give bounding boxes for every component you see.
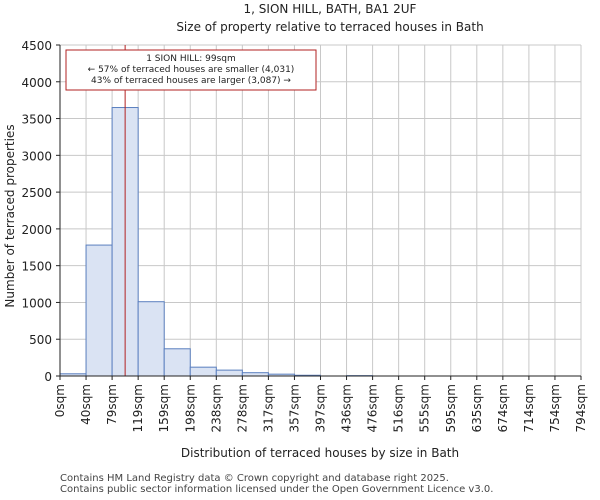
y-tick-label: 1000: [21, 296, 52, 310]
x-tick-label: 397sqm: [314, 384, 328, 432]
annotation-border: [65, 49, 317, 91]
x-tick-label: 794sqm: [574, 384, 588, 432]
histogram-bar: [215, 369, 243, 377]
y-tick-label: 0: [44, 370, 52, 384]
x-tick-label: 357sqm: [287, 384, 301, 432]
histogram-bar: [189, 366, 217, 377]
y-tick-labels: 0 500 1000 1500 2000 2500 3000 3500 4000 4500: [21, 39, 52, 384]
x-tick-label: 674sqm: [496, 384, 510, 432]
y-tick-label: 2500: [21, 186, 52, 200]
x-tick-label: 754sqm: [548, 384, 562, 432]
x-tick-labels: 0sqm 40sqm 79sqm 119sqm 159sqm 198sqm 238sqm 27…: [53, 384, 588, 432]
y-tick-label: 1500: [21, 260, 52, 274]
x-tick-label: 79sqm: [105, 384, 119, 425]
chart-title: 1, SION HILL, BATH, BA1 2UF: [244, 2, 417, 16]
axes: [56, 44, 582, 380]
chart-subtitle: Size of property relative to terraced ho…: [176, 20, 483, 34]
y-tick-label: 4500: [21, 39, 52, 53]
y-tick-label: 2000: [21, 223, 52, 237]
annotation-line-3: 43% of terraced houses are larger (3,087…: [91, 76, 291, 86]
histogram-bar: [137, 301, 165, 377]
x-tick-label: 476sqm: [366, 384, 380, 432]
y-tick-label: 500: [29, 333, 52, 347]
x-tick-label: 198sqm: [183, 384, 197, 432]
annotation-line-1: 1 SION HILL: 99sqm: [146, 54, 236, 64]
x-tick-label: 635sqm: [470, 384, 484, 432]
footer-line-2: Contains public sector information licen…: [60, 484, 494, 495]
y-tick-label: 3500: [21, 113, 52, 127]
annotation-box: 1 SION HILL: 99sqm ← 57% of terraced hou…: [65, 49, 317, 91]
x-tick-label: 278sqm: [235, 384, 249, 432]
x-tick-label: 595sqm: [444, 384, 458, 432]
x-tick-label: 40sqm: [79, 384, 93, 425]
x-axis-label: Distribution of terraced houses by size …: [181, 446, 459, 460]
x-tick-label: 0sqm: [53, 384, 67, 417]
x-tick-label: 516sqm: [392, 384, 406, 432]
y-tick-label: 4000: [21, 76, 52, 90]
x-tick-label: 317sqm: [261, 384, 275, 432]
x-tick-label: 238sqm: [209, 384, 223, 432]
footer-line-1: Contains HM Land Registry data © Crown c…: [60, 473, 449, 484]
x-tick-label: 436sqm: [340, 384, 354, 432]
histogram-bar: [85, 244, 113, 377]
x-tick-label: 555sqm: [418, 384, 432, 432]
y-axis-label: Number of terraced properties: [3, 124, 17, 307]
annotation-line-2: ← 57% of terraced houses are smaller (4,…: [88, 65, 295, 75]
y-tick-label: 3000: [21, 149, 52, 163]
x-tick-label: 119sqm: [131, 384, 145, 432]
x-tick-label: 714sqm: [522, 384, 536, 432]
x-tick-label: 159sqm: [157, 384, 171, 432]
histogram-bar: [163, 348, 191, 377]
